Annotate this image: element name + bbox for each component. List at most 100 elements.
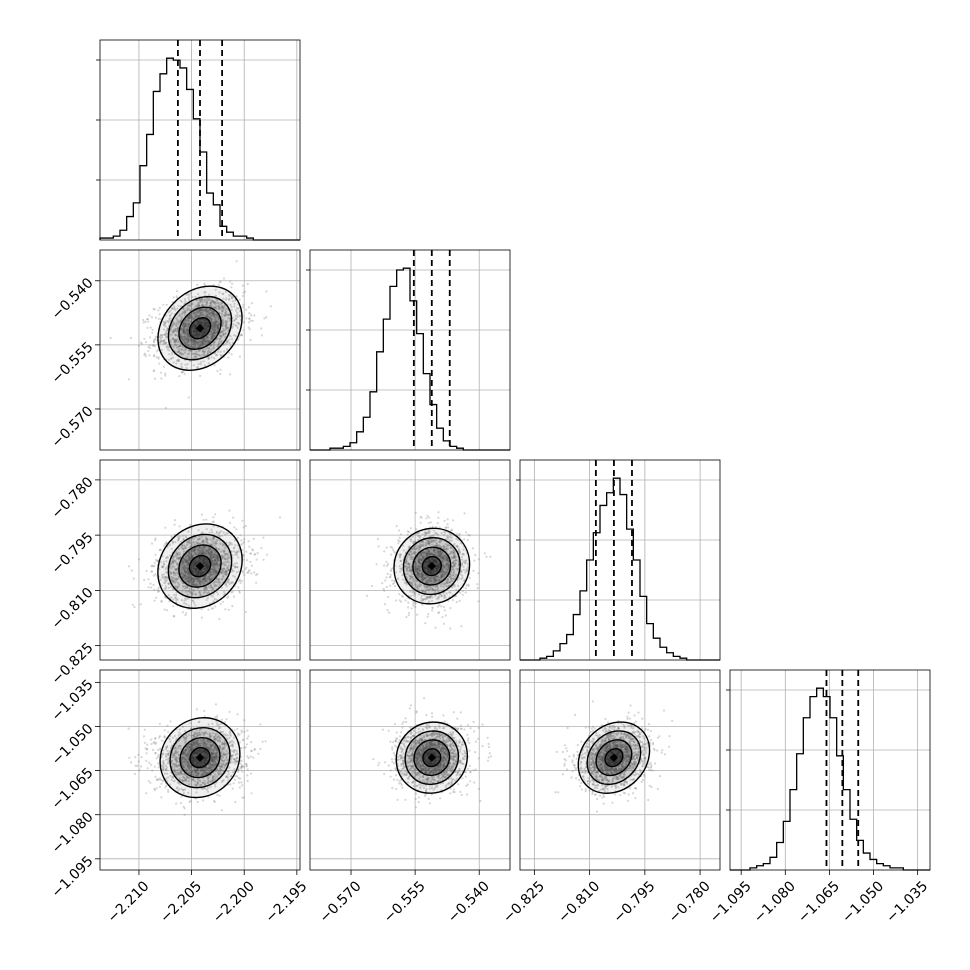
sample-point bbox=[432, 561, 435, 564]
scatter-panel-1-4 bbox=[99, 669, 301, 871]
sample-point bbox=[409, 577, 412, 580]
sample-point bbox=[409, 590, 412, 593]
sample-point bbox=[184, 310, 187, 313]
sample-point bbox=[139, 603, 142, 606]
sample-point bbox=[175, 771, 178, 774]
sample-point bbox=[222, 746, 225, 750]
sample-point bbox=[182, 329, 185, 332]
sample-point bbox=[217, 593, 220, 596]
sample-point bbox=[163, 333, 166, 336]
sample-point bbox=[227, 556, 230, 559]
sample-point bbox=[182, 330, 185, 333]
sample-point bbox=[214, 328, 217, 331]
sample-point bbox=[186, 765, 189, 768]
sample-point bbox=[217, 305, 220, 309]
sample-point bbox=[224, 321, 227, 324]
sample-point bbox=[187, 559, 190, 562]
sample-point bbox=[203, 327, 206, 331]
sample-point bbox=[438, 553, 441, 556]
sample-point bbox=[196, 584, 199, 587]
sample-point bbox=[244, 610, 247, 614]
sample-point bbox=[217, 558, 220, 561]
sample-point bbox=[255, 573, 258, 577]
sample-point bbox=[189, 330, 192, 333]
sample-point bbox=[179, 352, 182, 355]
sample-point bbox=[211, 309, 214, 312]
sample-point bbox=[222, 306, 226, 309]
sample-point bbox=[202, 581, 205, 584]
sample-point bbox=[217, 727, 220, 730]
sample-point bbox=[452, 573, 455, 577]
sample-point bbox=[453, 555, 456, 558]
sample-point bbox=[165, 560, 168, 563]
sample-point bbox=[412, 602, 415, 605]
sample-point bbox=[195, 329, 198, 333]
sample-point bbox=[211, 587, 214, 590]
sample-point bbox=[421, 572, 424, 575]
sample-point bbox=[190, 756, 193, 760]
sample-point bbox=[236, 321, 239, 324]
sample-point bbox=[426, 571, 429, 575]
sample-point bbox=[197, 302, 200, 305]
sample-point bbox=[188, 559, 191, 562]
sample-point bbox=[225, 775, 228, 779]
sample-point bbox=[224, 290, 227, 293]
sample-point bbox=[200, 298, 203, 301]
sample-point bbox=[181, 371, 184, 374]
sample-point bbox=[218, 794, 221, 797]
sample-point bbox=[187, 576, 190, 579]
sample-point bbox=[436, 586, 439, 589]
sample-point bbox=[220, 330, 223, 333]
sample-point bbox=[453, 583, 456, 587]
sample-point bbox=[449, 627, 452, 630]
sample-point bbox=[476, 587, 479, 590]
sample-point bbox=[216, 556, 219, 560]
sample-point bbox=[450, 536, 454, 539]
sample-point bbox=[238, 315, 241, 318]
sample-point bbox=[414, 565, 417, 568]
sample-point bbox=[191, 592, 194, 595]
sample-point bbox=[427, 569, 430, 572]
sample-point bbox=[452, 550, 455, 554]
sample-point bbox=[247, 321, 251, 324]
sample-point bbox=[197, 333, 200, 336]
sample-point bbox=[179, 299, 182, 302]
sample-point bbox=[432, 534, 435, 537]
sample-point bbox=[445, 545, 448, 548]
sample-point bbox=[222, 549, 225, 552]
sample-point bbox=[198, 299, 202, 302]
sample-point bbox=[213, 328, 216, 331]
sample-point bbox=[201, 303, 204, 306]
sample-point bbox=[450, 551, 453, 554]
sample-point bbox=[203, 738, 206, 741]
sample-point bbox=[203, 715, 206, 718]
sample-point bbox=[443, 531, 446, 534]
sample-point bbox=[398, 555, 401, 558]
sample-point bbox=[458, 550, 461, 553]
sample-point bbox=[411, 575, 414, 579]
sample-point bbox=[183, 599, 186, 602]
sample-point bbox=[421, 559, 424, 562]
sample-point bbox=[412, 550, 415, 553]
sample-point bbox=[153, 564, 156, 567]
sample-point bbox=[146, 326, 149, 329]
sample-point bbox=[164, 325, 167, 328]
sample-point bbox=[177, 577, 180, 580]
sample-point bbox=[221, 569, 224, 572]
sample-point bbox=[184, 749, 187, 752]
sample-point bbox=[428, 571, 432, 575]
sample-point bbox=[214, 764, 217, 767]
sample-point bbox=[191, 570, 194, 573]
sample-point bbox=[153, 787, 156, 791]
sample-point bbox=[210, 769, 213, 772]
sample-point bbox=[223, 721, 227, 724]
sample-point bbox=[216, 553, 219, 556]
sample-point bbox=[424, 567, 427, 570]
sample-point bbox=[467, 583, 470, 586]
sample-point bbox=[193, 742, 196, 745]
sample-point bbox=[218, 308, 221, 311]
sample-point bbox=[197, 772, 200, 775]
sample-point bbox=[183, 325, 186, 329]
sample-point bbox=[195, 791, 198, 794]
sample-point bbox=[183, 340, 186, 343]
